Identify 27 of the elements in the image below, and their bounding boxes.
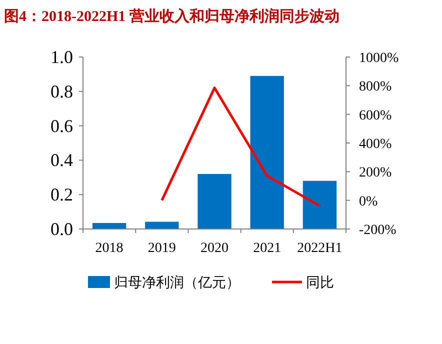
x-tick-label: 2022H1 xyxy=(297,241,342,256)
y2-tick-label: 200% xyxy=(359,166,392,181)
legend-label: 归母净利润（亿元） xyxy=(114,275,240,291)
y2-tick-label: 400% xyxy=(359,137,392,152)
bar xyxy=(250,76,284,229)
y-tick-label: 0.2 xyxy=(50,184,73,205)
y2-tick-label: 600% xyxy=(359,108,392,124)
y-tick-label: 0.8 xyxy=(50,81,73,102)
bar xyxy=(198,174,232,229)
bar xyxy=(302,180,337,229)
y2-tick-label: 1000% xyxy=(359,51,399,66)
y2-tick-label: -200% xyxy=(359,223,397,238)
x-tick-label: 2019 xyxy=(148,241,176,256)
chart-title: 图4：2018-2022H1 营业收入和归母净利润同步波动 xyxy=(4,7,340,25)
x-tick-label: 2018 xyxy=(95,241,124,256)
y-tick-label: 1.0 xyxy=(50,47,73,67)
bar xyxy=(145,222,179,229)
x-tick-label: 2021 xyxy=(253,241,282,256)
legend-label: 同比 xyxy=(306,275,334,291)
y-tick-label: 0.6 xyxy=(50,116,73,136)
y-tick-label: 0.4 xyxy=(50,150,73,170)
y-tick-label: 0.0 xyxy=(50,219,73,239)
y2-tick-label: 800% xyxy=(359,80,392,95)
x-tick-label: 2020 xyxy=(200,241,228,256)
y2-tick-label: 0% xyxy=(359,194,378,210)
line-series xyxy=(160,86,321,208)
bar xyxy=(92,222,126,229)
